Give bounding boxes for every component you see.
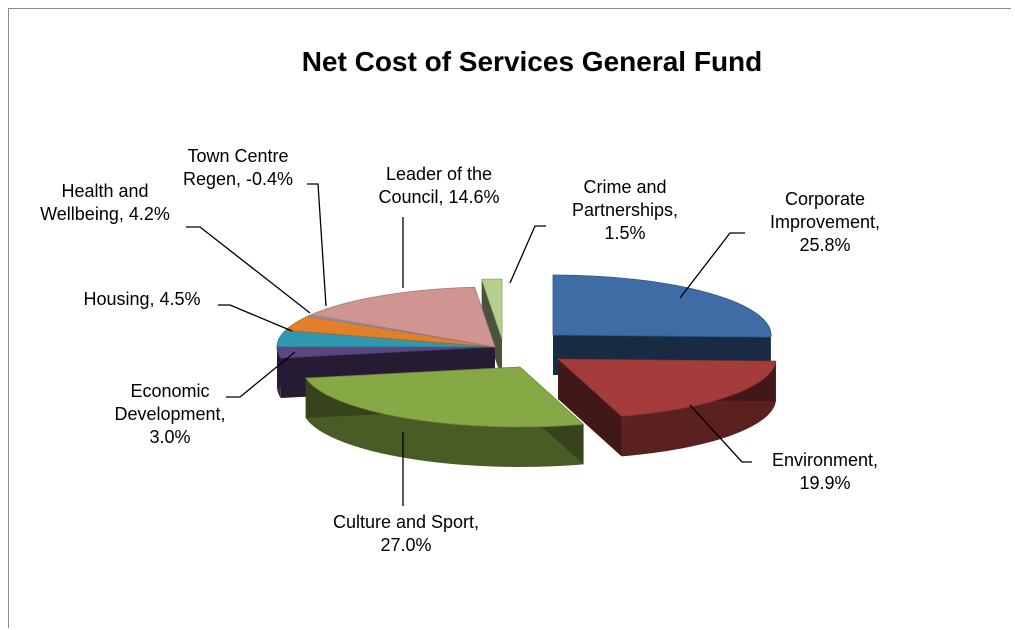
leader-line [186,226,311,314]
leader-line [226,351,296,398]
data-labels: Corporate Improvement, 25.8% Environment, 19… [40,146,880,555]
slice-culture-and-sport [304,366,585,428]
data-label-health-and-wellbeing: Health and Wellbeing, 4.2% [40,181,170,224]
chart-title: Net Cost of Services General Fund [302,46,763,77]
slice-side-environment [621,361,776,457]
data-label-housing: Housing, 4.5% [83,289,200,309]
slice-face-0-crime-and-partnerships [481,279,502,379]
slice-crime-and-partnerships [481,278,503,340]
slice-side-culture-and-sport [305,378,584,467]
data-label-economic-development: Economic Development, 3.0% [114,381,225,447]
chart-frame [8,8,1011,628]
leader-line [679,232,745,299]
slice-corporate-improvement [552,274,772,338]
slice-leader-of-the-council [309,286,496,348]
slice-environment [556,358,777,417]
data-label-culture-and-sport: Culture and Sport, 27.0% [333,512,479,555]
leader-line [509,225,546,284]
pie-slices [276,274,777,428]
leader-line [218,304,293,332]
leader-line [689,404,752,463]
data-label-corporate-improvement: Corporate Improvement, 25.8% [770,189,880,255]
data-label-town-centre-regen: Town Centre Regen, -0.4% [183,146,293,189]
leader-line [307,183,327,307]
data-label-leader-of-the-council: Leader of the Council, 14.6% [378,164,499,207]
data-label-crime-and-partnerships: Crime and Partnerships, 1.5% [572,177,678,243]
slice-face-1-environment [558,359,622,457]
data-label-environment: Environment, 19.9% [772,450,878,493]
